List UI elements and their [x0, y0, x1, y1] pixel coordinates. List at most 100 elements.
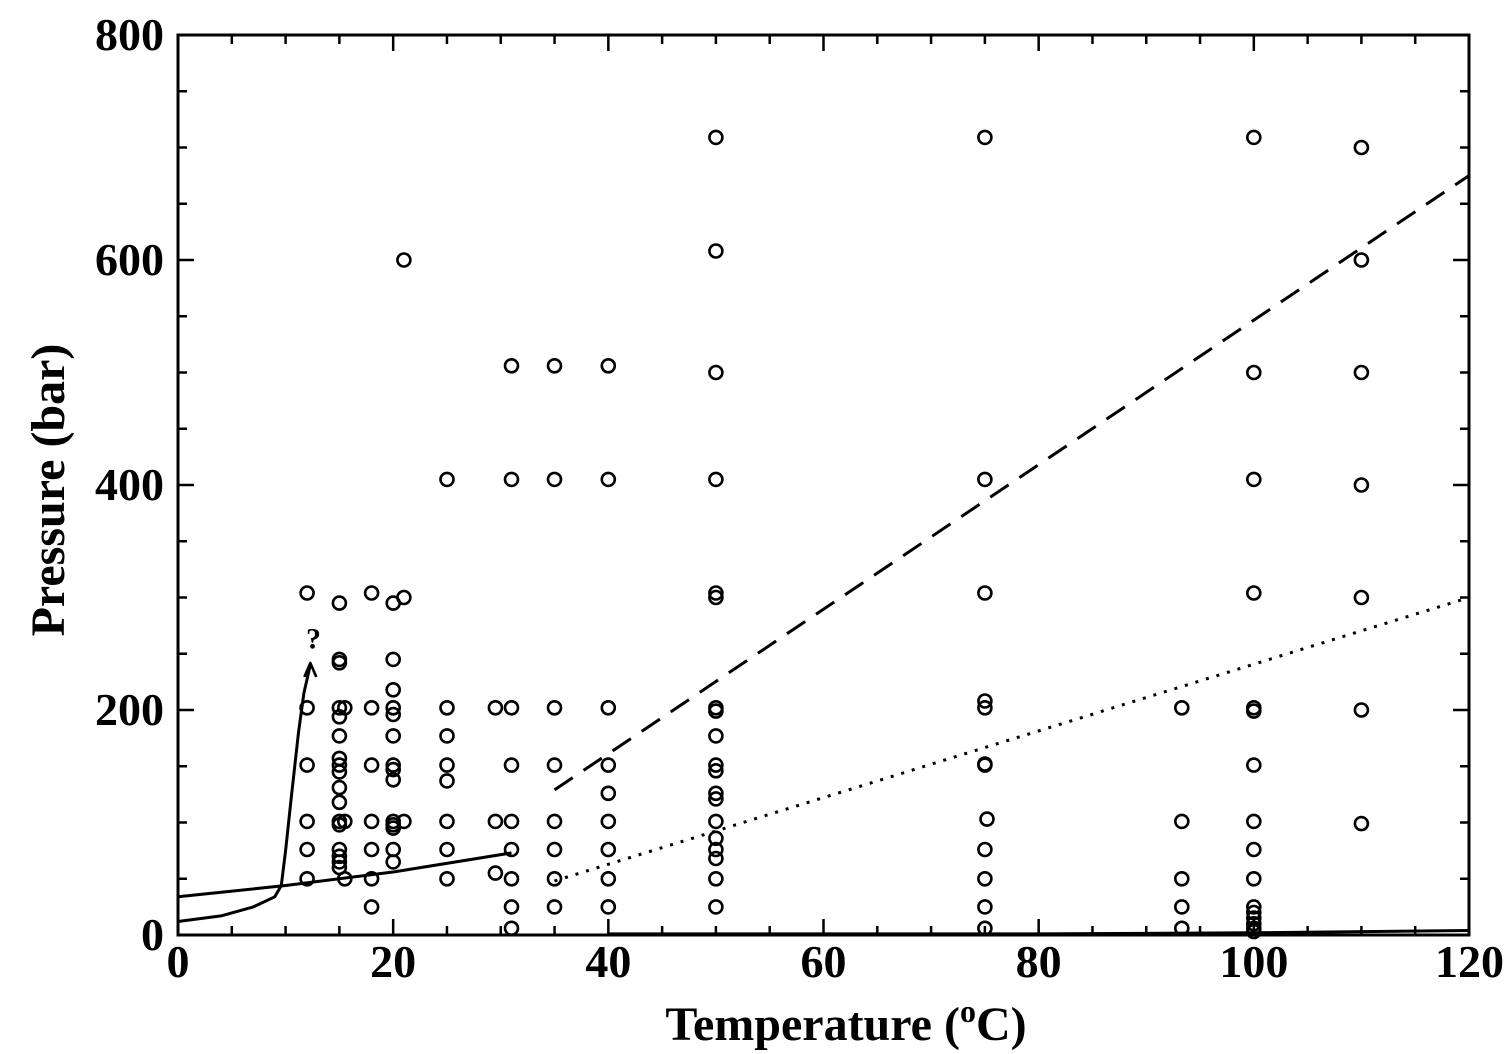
x-axis-title: Temperature (oC)	[665, 993, 1026, 1051]
x-tick-label: 60	[801, 936, 847, 987]
data-point	[708, 899, 724, 915]
data-point	[503, 841, 520, 858]
data-point	[439, 699, 455, 716]
data-point	[600, 841, 617, 858]
data-point	[1353, 364, 1370, 381]
data-point	[299, 870, 315, 887]
data-point	[546, 841, 563, 858]
data-point	[1174, 870, 1190, 887]
question-mark-annotation: ?	[306, 622, 321, 655]
data-point	[299, 841, 315, 858]
data-point	[503, 471, 520, 488]
data-point	[600, 757, 617, 773]
x-tick-label: 100	[1219, 936, 1288, 987]
x-tick-label: 0	[167, 936, 190, 987]
data-point	[600, 870, 617, 887]
data-point	[487, 813, 504, 830]
data-point	[708, 585, 724, 601]
data-point	[385, 681, 402, 698]
y-tick-label: 400	[95, 459, 164, 510]
data-point	[336, 870, 353, 887]
data-point	[1246, 813, 1262, 830]
y-tick-label: 600	[95, 234, 164, 285]
y-tick-label: 800	[95, 9, 164, 60]
data-point	[708, 850, 724, 867]
data-point	[600, 699, 617, 716]
data-point	[385, 761, 402, 778]
data-point	[385, 699, 402, 716]
data-point	[1353, 139, 1370, 156]
data-point	[503, 357, 520, 374]
x-tick-label: 40	[585, 936, 631, 987]
data-point	[503, 870, 520, 887]
plot-frame	[176, 33, 1471, 937]
data-point	[439, 813, 455, 830]
data-point	[977, 471, 993, 488]
y-axis-title: Pressure (bar)	[22, 344, 75, 637]
data-point	[546, 699, 563, 716]
data-point	[331, 764, 348, 780]
data-point	[363, 841, 380, 858]
data-point	[363, 899, 380, 915]
data-point	[708, 589, 724, 606]
data-point	[600, 471, 617, 488]
data-point	[708, 129, 724, 146]
data-point	[600, 785, 617, 802]
x-tick-label: 80	[1016, 936, 1062, 987]
data-point	[600, 813, 617, 830]
data-point	[546, 757, 563, 773]
data-point	[977, 757, 993, 773]
data-point	[1174, 813, 1190, 830]
data-point	[546, 357, 563, 374]
data-point	[1246, 471, 1262, 488]
data-point	[331, 854, 348, 870]
data-point	[977, 899, 993, 915]
data-point	[708, 785, 724, 802]
data-point	[503, 899, 520, 915]
x-tick-label: 120	[1435, 936, 1504, 987]
data-point	[336, 813, 353, 830]
data-point	[331, 654, 348, 671]
data-point	[385, 651, 402, 668]
data-point	[1246, 703, 1262, 719]
data-point	[977, 585, 993, 601]
data-point	[331, 595, 348, 611]
data-point	[1353, 252, 1370, 268]
data-point	[331, 728, 348, 744]
data-point	[439, 728, 455, 744]
data-point	[439, 773, 455, 789]
data-point	[977, 693, 993, 709]
data-point	[1246, 899, 1262, 915]
data-point	[331, 757, 348, 773]
data-point	[503, 757, 520, 773]
data-point	[1353, 702, 1370, 718]
data-point	[385, 820, 402, 836]
data-point	[396, 252, 412, 268]
data-point	[1246, 841, 1262, 858]
data-point	[1353, 815, 1370, 832]
data-point	[1246, 129, 1262, 146]
data-point	[385, 706, 402, 723]
y-tick-label: 0	[141, 909, 164, 960]
data-point	[708, 870, 724, 887]
data-point	[363, 699, 380, 716]
data-point	[977, 129, 993, 146]
data-point	[331, 794, 348, 811]
data-point	[708, 757, 724, 773]
data-point	[363, 585, 380, 601]
data-point	[396, 813, 412, 830]
data-point	[979, 811, 995, 827]
arrowhead-icon	[303, 661, 318, 678]
data-point	[487, 865, 504, 881]
data-point	[396, 589, 412, 606]
y-tick-label: 200	[95, 684, 164, 735]
data-point	[708, 841, 724, 858]
data-point	[487, 699, 504, 716]
data-point	[546, 471, 563, 488]
data-point	[385, 728, 402, 744]
chart-lines	[177, 174, 1470, 936]
data-point	[708, 728, 724, 744]
annotations: ?	[303, 622, 321, 678]
data-point	[439, 757, 455, 773]
data-point	[503, 920, 520, 937]
